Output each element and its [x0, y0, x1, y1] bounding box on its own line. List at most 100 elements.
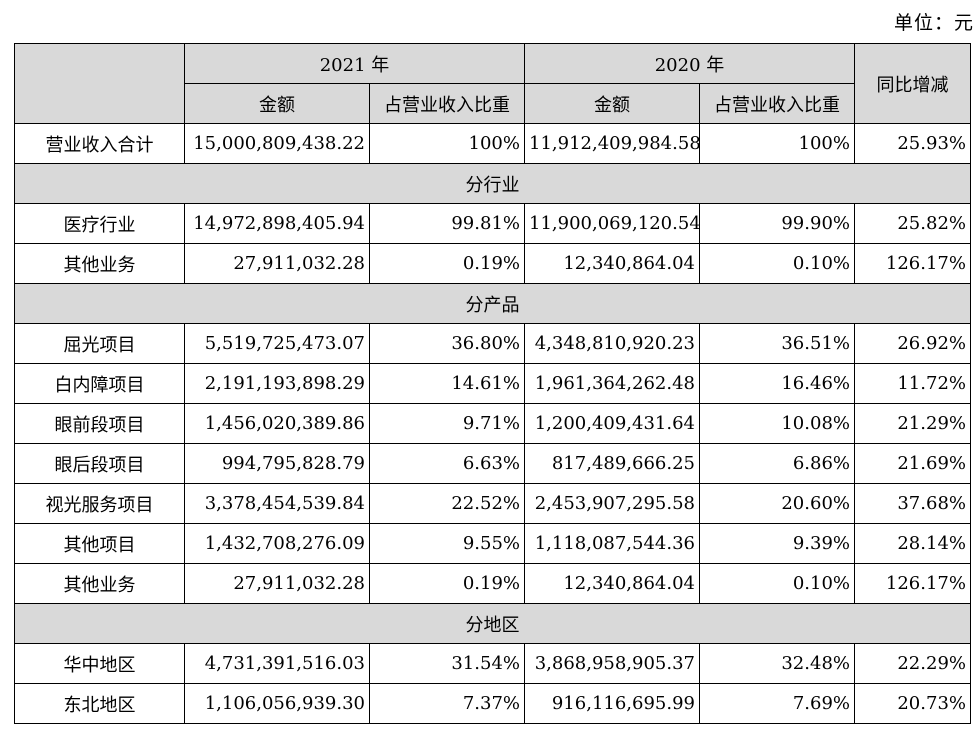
total-label: 营业收入合计	[14, 123, 185, 164]
table-row: 屈光项目 5,519,725,473.07 36.80% 4,348,810,920.…	[14, 323, 971, 364]
amount-2021: 2,191,193,898.29	[184, 363, 370, 404]
share-2020: 0.10%	[699, 243, 855, 284]
share-2020: 9.39%	[699, 523, 855, 564]
share-2021: 99.81%	[369, 203, 525, 244]
section-title: 分行业	[14, 163, 971, 204]
amount-2021: 1,432,708,276.09	[184, 523, 370, 564]
share-2020: 36.51%	[699, 323, 855, 364]
table-row: 其他项目 1,432,708,276.09 9.55% 1,118,087,544.3…	[14, 523, 971, 564]
share-2020: 99.90%	[699, 203, 855, 244]
header-blank	[14, 43, 185, 124]
table-row: 华中地区 4,731,391,516.03 31.54% 3,868,958,905.…	[14, 643, 971, 684]
header-year-2021: 2021 年	[184, 43, 525, 84]
header-share-2020: 占营业收入比重	[699, 83, 855, 124]
amount-2021: 994,795,828.79	[184, 443, 370, 484]
total-row: 营业收入合计 15,000,809,438.22 100% 11,912,409…	[14, 123, 971, 164]
amount-2021: 27,911,032.28	[184, 243, 370, 284]
table-row: 东北地区 1,106,056,939.30 7.37% 916,116,695.99 7…	[14, 683, 971, 724]
amount-2020: 3,868,958,905.37	[524, 643, 700, 684]
amount-2020: 12,340,864.04	[524, 243, 700, 284]
row-label: 屈光项目	[14, 323, 185, 364]
yoy: 21.69%	[854, 443, 971, 484]
yoy: 126.17%	[854, 563, 971, 604]
yoy: 126.17%	[854, 243, 971, 284]
share-2021: 0.19%	[369, 563, 525, 604]
total-amount-2021: 15,000,809,438.22	[184, 123, 370, 164]
amount-2020: 4,348,810,920.23	[524, 323, 700, 364]
table-row: 眼后段项目 994,795,828.79 6.63% 817,489,666.25 6.…	[14, 443, 971, 484]
share-2020: 10.08%	[699, 403, 855, 444]
amount-2021: 4,731,391,516.03	[184, 643, 370, 684]
table-row: 医疗行业 14,972,898,405.94 99.81% 11,900,069,12…	[14, 203, 971, 244]
amount-2020: 12,340,864.04	[524, 563, 700, 604]
row-label: 其他业务	[14, 243, 185, 284]
table-body: 营业收入合计 15,000,809,438.22 100% 11,912,409…	[14, 123, 971, 724]
total-share-2020: 100%	[699, 123, 855, 164]
share-2020: 20.60%	[699, 483, 855, 524]
amount-2020: 11,900,069,120.54	[524, 203, 700, 244]
amount-2021: 1,456,020,389.86	[184, 403, 370, 444]
share-2020: 6.86%	[699, 443, 855, 484]
amount-2020: 916,116,695.99	[524, 683, 700, 724]
amount-2020: 1,200,409,431.64	[524, 403, 700, 444]
yoy: 11.72%	[854, 363, 971, 404]
unit-label: 单位：元	[893, 12, 974, 34]
share-2020: 0.10%	[699, 563, 855, 604]
row-label: 华中地区	[14, 643, 185, 684]
row-label: 视光服务项目	[14, 483, 185, 524]
share-2021: 0.19%	[369, 243, 525, 284]
yoy: 37.68%	[854, 483, 971, 524]
amount-2020: 1,118,087,544.36	[524, 523, 700, 564]
amount-2020: 2,453,907,295.58	[524, 483, 700, 524]
share-2020: 7.69%	[699, 683, 855, 724]
share-2021: 7.37%	[369, 683, 525, 724]
header-year-2020: 2020 年	[524, 43, 855, 84]
table-row: 其他业务 27,911,032.28 0.19% 12,340,864.04 0.10%…	[14, 563, 971, 604]
share-2021: 31.54%	[369, 643, 525, 684]
revenue-table: 2021 年 2020 年 同比增减 金额 占营业收入比重 金额 占营业收入比重…	[14, 43, 971, 724]
amount-2021: 3,378,454,539.84	[184, 483, 370, 524]
yoy: 25.82%	[854, 203, 971, 244]
row-label: 眼前段项目	[14, 403, 185, 444]
total-amount-2020: 11,912,409,984.58	[524, 123, 700, 164]
table-row: 视光服务项目 3,378,454,539.84 22.52% 2,453,907,29…	[14, 483, 971, 524]
row-label: 眼后段项目	[14, 443, 185, 484]
share-2021: 9.71%	[369, 403, 525, 444]
table-row: 白内障项目 2,191,193,898.29 14.61% 1,961,364,262…	[14, 363, 971, 404]
header-amount-2021: 金额	[184, 83, 370, 124]
yoy: 28.14%	[854, 523, 971, 564]
section-row: 分行业	[14, 163, 971, 204]
row-label: 其他业务	[14, 563, 185, 604]
yoy: 21.29%	[854, 403, 971, 444]
amount-2021: 1,106,056,939.30	[184, 683, 370, 724]
header-amount-2020: 金额	[524, 83, 700, 124]
header-row-years: 2021 年 2020 年 同比增减	[14, 43, 971, 124]
share-2021: 14.61%	[369, 363, 525, 404]
share-2021: 36.80%	[369, 323, 525, 364]
table-row: 其他业务 27,911,032.28 0.19% 12,340,864.04 0.10%…	[14, 243, 971, 284]
section-title: 分产品	[14, 283, 971, 324]
amount-2021: 5,519,725,473.07	[184, 323, 370, 364]
section-row: 分地区	[14, 603, 971, 644]
section-title: 分地区	[14, 603, 971, 644]
share-2021: 22.52%	[369, 483, 525, 524]
header-row-fields: 金额 占营业收入比重 金额 占营业收入比重	[15, 83, 971, 124]
yoy: 20.73%	[854, 683, 971, 724]
share-2020: 16.46%	[699, 363, 855, 404]
row-label: 东北地区	[14, 683, 185, 724]
amount-2020: 1,961,364,262.48	[524, 363, 700, 404]
header-share-2021: 占营业收入比重	[369, 83, 525, 124]
yoy: 26.92%	[854, 323, 971, 364]
amount-2021: 27,911,032.28	[184, 563, 370, 604]
amount-2021: 14,972,898,405.94	[184, 203, 370, 244]
section-row: 分产品	[14, 283, 971, 324]
table-row: 眼前段项目 1,456,020,389.86 9.71% 1,200,409,431.…	[14, 403, 971, 444]
row-label: 白内障项目	[14, 363, 185, 404]
row-label: 其他项目	[14, 523, 185, 564]
row-label: 医疗行业	[14, 203, 185, 244]
yoy: 22.29%	[854, 643, 971, 684]
header-yoy: 同比增减	[854, 43, 971, 124]
share-2021: 6.63%	[369, 443, 525, 484]
amount-2020: 817,489,666.25	[524, 443, 700, 484]
total-yoy: 25.93%	[854, 123, 971, 164]
